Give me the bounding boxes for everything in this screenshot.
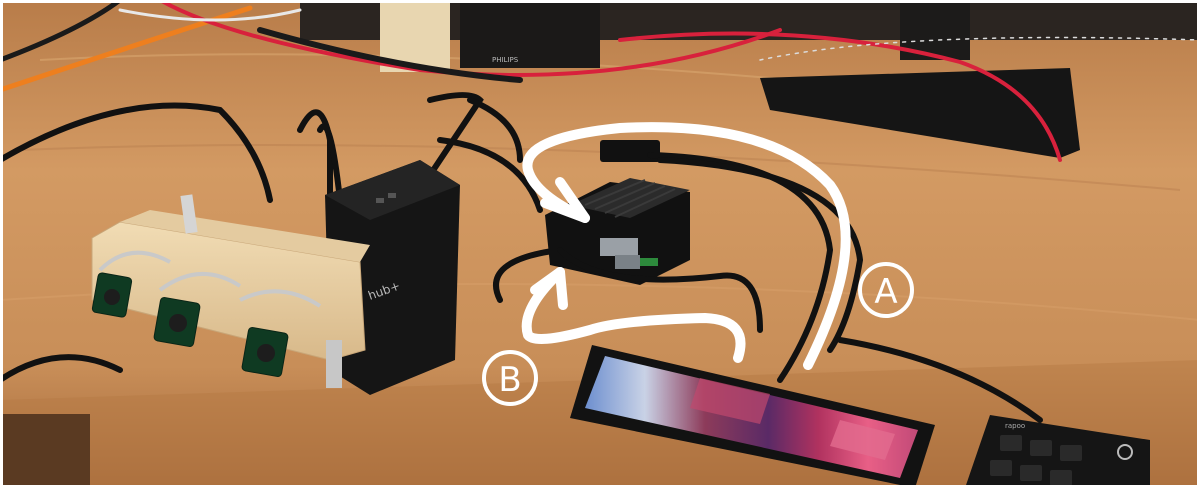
monitor-brand-text: PHILIPS [492,56,519,64]
marker-b: B [482,350,538,406]
marker-b-label: B [498,360,521,400]
keyboard-brand-text: rapoo [1005,422,1025,430]
arrow-b [521,267,746,363]
camera-rig [91,194,370,388]
keyboard: rapoo [965,415,1150,488]
camera-cables [0,92,563,383]
arrow-a [522,122,851,370]
monitor-base: PHILIPS [492,56,1080,158]
marker-a-label: A [874,272,897,312]
lcd-display [570,345,935,488]
cables-background [0,0,1200,162]
display-cables [557,152,1043,423]
marker-a: A [858,262,914,318]
